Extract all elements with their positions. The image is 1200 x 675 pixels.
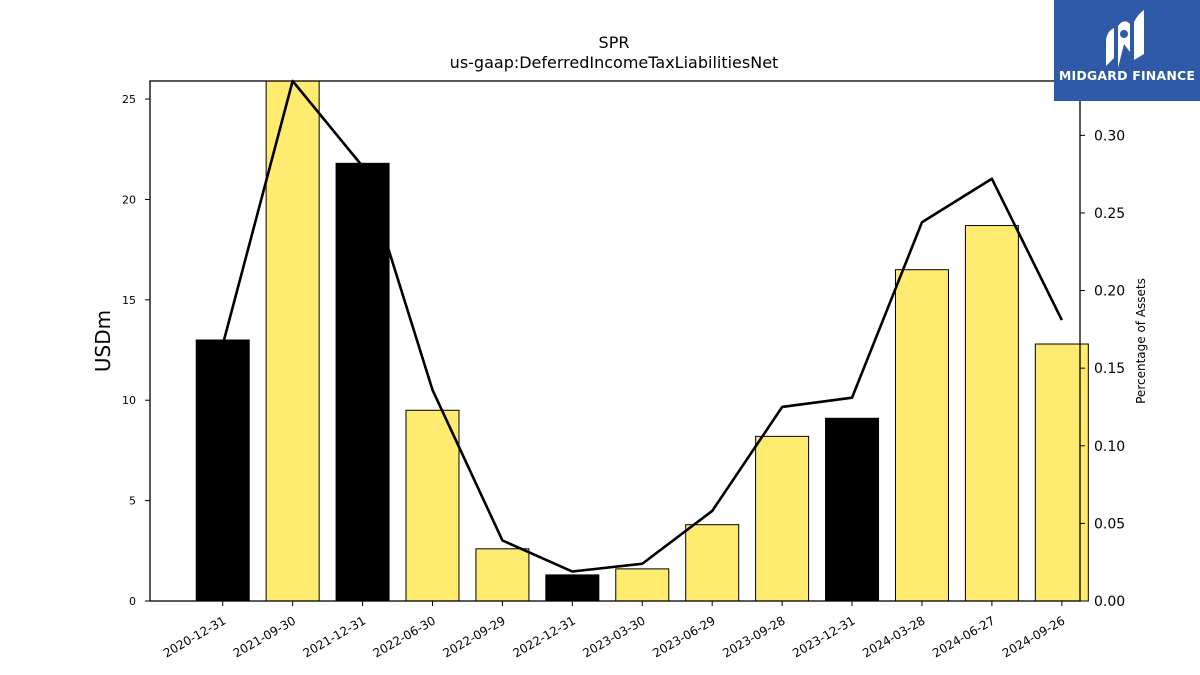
bar-2023-09-28 <box>755 435 810 602</box>
bar-2023-06-29 <box>685 524 740 602</box>
x-tick-label: 2022-09-29 <box>441 613 508 660</box>
chart-subtitle: us-gaap:DeferredIncomeTaxLiabilitiesNet <box>450 53 779 72</box>
y2-tick-label: 0.00 <box>1094 594 1125 610</box>
x-tick-label: 2023-03-30 <box>580 613 647 660</box>
brand-logo: MIDGARD FINANCE <box>1054 0 1200 101</box>
x-tick-label: 2024-06-27 <box>930 613 997 660</box>
x-tick-label: 2022-12-31 <box>510 613 577 660</box>
percentage-line <box>221 79 1063 573</box>
y-tick-label: 5 <box>129 495 136 508</box>
x-tick-label: 2023-12-31 <box>790 613 857 660</box>
x-tick-label: 2024-09-26 <box>1000 613 1067 660</box>
chart-title: SPR <box>599 33 630 52</box>
bar-2022-06-30 <box>405 409 460 602</box>
brand-name: MIDGARD FINANCE <box>1058 68 1196 83</box>
y2-tick-label: 0.25 <box>1094 206 1125 222</box>
bar-2022-12-31 <box>545 574 600 602</box>
y2-tick-label: 0.05 <box>1094 516 1125 532</box>
bar-2021-12-31 <box>335 162 390 602</box>
bar-2023-03-30 <box>615 568 670 602</box>
y-axis-label: USDm <box>91 310 115 372</box>
bar-2023-12-31 <box>825 417 880 602</box>
y2-tick-label: 0.30 <box>1094 128 1125 144</box>
midgard-logo-icon <box>1106 10 1144 68</box>
bar-2024-03-28 <box>894 269 949 602</box>
y-tick-label: 15 <box>122 294 136 307</box>
y-tick-label: 10 <box>122 394 136 407</box>
x-tick-label: 2021-12-31 <box>301 613 368 660</box>
bar-2024-06-27 <box>964 225 1019 602</box>
y2-tick-label: 0.15 <box>1094 361 1125 377</box>
bar-2022-09-29 <box>475 548 530 602</box>
y-tick-label: 0 <box>129 595 136 608</box>
y2-axis-label: Percentage of Assets <box>1134 278 1148 404</box>
x-tick-label: 2023-09-28 <box>720 613 787 660</box>
x-tick-label: 2024-03-28 <box>860 613 927 660</box>
y-tick-label: 20 <box>122 193 136 206</box>
bar-2021-09-30 <box>265 80 320 602</box>
bar-2020-12-31 <box>195 339 250 602</box>
line-group <box>221 79 1063 573</box>
x-tick-label: 2020-12-31 <box>161 613 228 660</box>
x-tick-label: 2023-06-29 <box>650 613 717 660</box>
bar-group <box>195 80 1089 602</box>
plot-frame <box>149 80 1081 602</box>
y2-tick-label: 0.20 <box>1094 284 1125 300</box>
x-tick-label: 2021-09-30 <box>231 613 298 660</box>
y-tick-label: 25 <box>122 93 136 106</box>
y2-tick-label: 0.10 <box>1094 439 1125 455</box>
x-tick-label: 2022-06-30 <box>371 613 438 660</box>
